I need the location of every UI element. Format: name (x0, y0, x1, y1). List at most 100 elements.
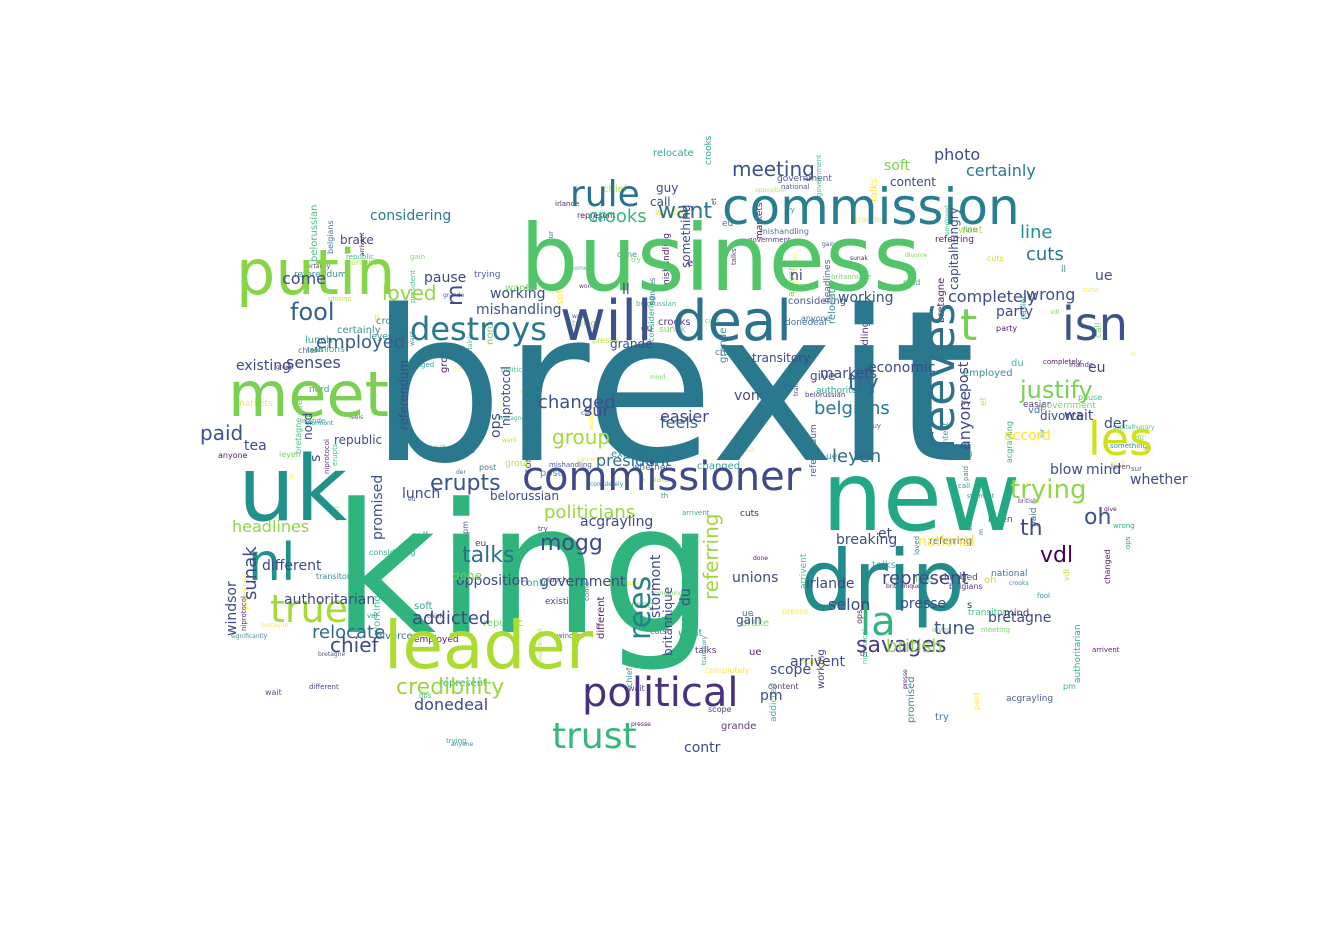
cloud-word: loved (382, 281, 437, 305)
cloud-word: belorussian (805, 391, 845, 399)
cloud-word: uk (238, 437, 347, 542)
cloud-word: nord (485, 322, 496, 345)
cloud-word: employed (414, 635, 459, 645)
cloud-word: crooks (376, 316, 409, 327)
cloud-word: different (262, 558, 322, 574)
cloud-word: promised (241, 573, 250, 610)
cloud-word: chief (334, 506, 341, 521)
cloud-word: ll (374, 314, 380, 325)
cloud-word: wait (572, 313, 585, 320)
cloud-word: feels (660, 413, 698, 432)
cloud-word: government (777, 174, 832, 184)
cloud-word: opposition (755, 187, 786, 194)
cloud-word: different (309, 683, 339, 691)
cloud-word: call (1094, 323, 1104, 338)
cloud-word: economic (868, 360, 936, 376)
cloud-word: government (537, 628, 544, 665)
cloud-word: senses (648, 278, 657, 305)
cloud-word: belorussian (490, 489, 559, 503)
cloud-word: done (617, 250, 637, 259)
cloud-word: transitory (701, 635, 708, 665)
cloud-word: relocate (312, 622, 385, 643)
cloud-word: transitory (316, 572, 355, 581)
cloud-word: try (785, 206, 795, 214)
cloud-word: british (886, 636, 943, 657)
cloud-word: presse (782, 607, 808, 616)
cloud-word: trying (1010, 475, 1086, 505)
cloud-word: ue (742, 609, 754, 619)
cloud-word: vdl (1050, 309, 1059, 316)
cloud-word: erupts (331, 443, 339, 466)
cloud-word: leyen (1111, 463, 1130, 471)
cloud-word: trying (446, 737, 467, 745)
cloud-word: du (641, 324, 652, 334)
cloud-word: soft (414, 601, 433, 612)
cloud-word: talks (458, 447, 475, 455)
cloud-word: pause (424, 270, 466, 286)
cloud-word: senses (286, 353, 341, 372)
cloud-word: something (679, 204, 693, 268)
cloud-word: britannique (831, 273, 871, 281)
cloud-word: belorussian (791, 254, 799, 294)
cloud-word: referendum (294, 270, 347, 280)
cloud-word: capitalhungry (1113, 424, 1155, 431)
cloud-word: existing (545, 597, 580, 607)
cloud-word: want (958, 225, 983, 236)
cloud-word: paid (903, 278, 920, 287)
cloud-word: selon (828, 595, 871, 614)
cloud-word: will (560, 289, 652, 354)
cloud-word: considering (647, 296, 656, 342)
cloud-word: transitory (793, 366, 800, 396)
cloud-word: referendum (397, 360, 411, 430)
cloud-word: bretagne (498, 415, 525, 422)
cloud-word: certainly (966, 161, 1036, 180)
cloud-word: government (1041, 401, 1096, 411)
cloud-word: arrivent (787, 261, 797, 297)
cloud-word: guy (656, 181, 678, 195)
cloud-word: existing (236, 358, 291, 374)
cloud-word: et (878, 526, 893, 542)
cloud-word: represent (882, 568, 969, 589)
cloud-word: completely (705, 666, 750, 675)
cloud-word: want (658, 199, 712, 224)
cloud-word: meet (228, 358, 389, 431)
cloud-word: brake (340, 233, 374, 247)
cloud-word: eu (722, 219, 733, 229)
cloud-word: call (411, 531, 428, 542)
cloud-word: reeves (914, 303, 965, 450)
cloud-word: credibility (396, 675, 504, 700)
cloud-word: chief (298, 346, 318, 355)
cloud-word: post (479, 463, 496, 472)
cloud-word: paid (962, 466, 970, 481)
cloud-word: working (838, 290, 894, 306)
cloud-word: post (540, 468, 562, 479)
cloud-word: employed (316, 332, 405, 353)
cloud-word: certainly (304, 263, 331, 270)
cloud-word: authoritarian (816, 386, 875, 396)
cloud-word: group (439, 344, 450, 373)
cloud-word: mind (1086, 462, 1121, 478)
cloud-word: considering (369, 548, 415, 557)
cloud-word: stormont (967, 493, 995, 500)
cloud-word: talks (307, 346, 324, 354)
cloud-word: nord (301, 413, 315, 440)
cloud-word: mishandling (760, 227, 809, 236)
cloud-word: niprotocol (323, 439, 331, 474)
cloud-word: represent (577, 211, 615, 220)
cloud-word: working (816, 649, 827, 689)
cloud-word: referendum (602, 580, 637, 587)
cloud-word: markets (236, 399, 273, 409)
cloud-word: sur (584, 401, 609, 420)
cloud-word: du (1011, 358, 1024, 369)
cloud-word: wait (628, 684, 645, 693)
cloud-word: addicted (412, 608, 490, 629)
cloud-word: something (1110, 442, 1147, 450)
cloud-word: ue (295, 399, 305, 411)
cloud-word: tea (244, 438, 267, 454)
cloud-word: bretagne (318, 651, 345, 658)
cloud-word: loved (913, 536, 921, 555)
cloud-word: party (996, 324, 1017, 333)
cloud-word: wait (265, 688, 282, 697)
cloud-word: les (1088, 412, 1153, 466)
cloud-word: leyen (988, 515, 1013, 525)
